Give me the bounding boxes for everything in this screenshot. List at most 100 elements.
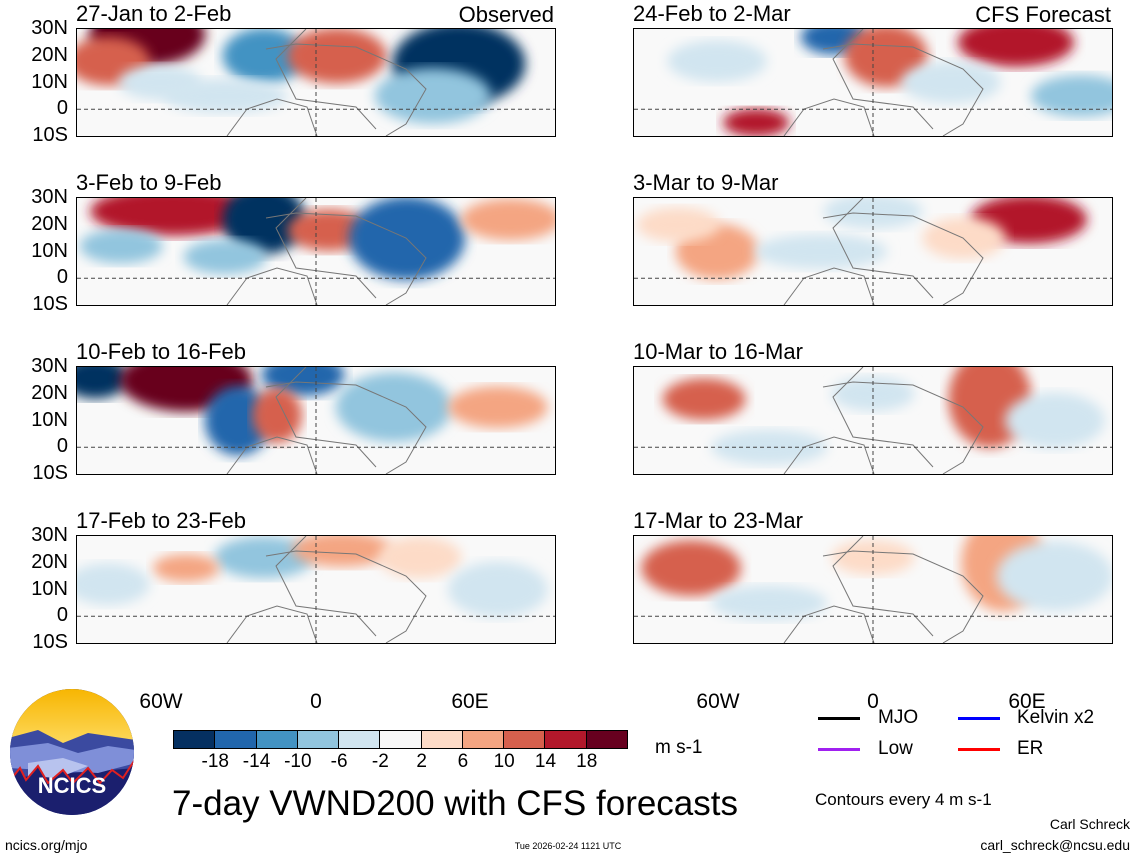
observed-label: Observed bbox=[458, 2, 554, 27]
legend-line-er bbox=[958, 748, 1000, 751]
wind-anomaly-region bbox=[90, 198, 257, 236]
panel-date-label: 24-Feb to 2-Mar bbox=[633, 1, 791, 26]
lat-tick-label: 30N bbox=[31, 524, 68, 546]
colorbar-tick-label: -18 bbox=[201, 751, 229, 772]
wind-anomaly-region bbox=[79, 228, 163, 264]
panel-date-label: 10-Feb to 16-Feb bbox=[76, 339, 246, 364]
coastline bbox=[265, 550, 427, 643]
wind-anomaly-region bbox=[754, 234, 888, 269]
wind-anomaly-region bbox=[831, 376, 915, 412]
map-panel-observed-3 bbox=[76, 366, 556, 475]
panel-date-label: 17-Feb to 23-Feb bbox=[76, 508, 246, 533]
lat-tick-label: 10N bbox=[31, 70, 68, 93]
map-panel-forecast-1 bbox=[633, 28, 1113, 137]
coastline bbox=[783, 436, 875, 474]
wind-anomaly-region bbox=[77, 563, 150, 606]
wind-anomaly-region bbox=[222, 29, 306, 84]
coastline bbox=[822, 381, 984, 474]
coastline bbox=[226, 267, 318, 305]
lon-tick-label: 0 bbox=[867, 690, 879, 713]
map-panel-forecast-3 bbox=[633, 366, 1113, 475]
wind-anomaly-region bbox=[222, 198, 306, 255]
lon-tick-label: 60W bbox=[696, 690, 740, 713]
coastline bbox=[275, 367, 377, 468]
coastline bbox=[783, 605, 875, 643]
colorbar-tick-label: 10 bbox=[493, 751, 515, 772]
legend-label-er: ER bbox=[1017, 738, 1044, 759]
email-link[interactable]: carl_schreck@ncsu.edu bbox=[980, 837, 1130, 853]
lon-tick-label: 0 bbox=[310, 690, 322, 713]
lat-tick-label: 30N bbox=[31, 355, 68, 377]
logo-text: NCICS bbox=[38, 773, 106, 798]
legend-label-mjo: MJO bbox=[878, 707, 919, 728]
colorbar-tick-label: -14 bbox=[242, 751, 271, 772]
colorbar-swatch bbox=[462, 731, 505, 748]
colorbar-swatch bbox=[380, 731, 422, 748]
colorbar-swatch bbox=[586, 731, 628, 748]
coastline bbox=[822, 212, 984, 305]
coastline bbox=[822, 43, 984, 136]
lon-tick-label: 60E bbox=[1008, 690, 1046, 713]
colorbar: -18 -14 -10 -6 -2 2 6 10 14 18 bbox=[173, 730, 628, 772]
lat-tick-label: 10N bbox=[31, 239, 68, 262]
lon-tick-label: 60E bbox=[451, 690, 489, 713]
timestamp: Tue 2026-02-24 1121 UTC bbox=[514, 841, 622, 851]
wind-anomaly-region bbox=[335, 372, 453, 442]
wind-anomaly-region bbox=[844, 29, 928, 88]
coastline bbox=[832, 367, 934, 468]
wind-anomaly-region bbox=[922, 217, 1006, 259]
coastline bbox=[265, 212, 427, 305]
lat-tick-label: 10S bbox=[32, 293, 68, 315]
lat-tick-label: 30N bbox=[31, 17, 68, 39]
colorbar-swatch bbox=[256, 731, 298, 748]
map-panel-observed-1 bbox=[76, 28, 556, 137]
author: Carl Schreck bbox=[1049, 816, 1130, 832]
coastline bbox=[275, 536, 377, 637]
wind-anomaly-region bbox=[118, 65, 202, 100]
lon-tick-label: 60W bbox=[139, 690, 183, 713]
url-link[interactable]: ncics.org/mjo bbox=[5, 837, 88, 853]
lat-tick-label: 30N bbox=[31, 186, 68, 208]
lat-tick-label: 20N bbox=[31, 43, 68, 66]
lat-tick-label: 0 bbox=[56, 266, 68, 289]
panel-date-label: 27-Jan to 2-Feb bbox=[76, 1, 232, 26]
colorbar-swatch bbox=[174, 731, 216, 748]
ncics-logo: NCICS bbox=[10, 689, 134, 815]
wind-anomaly-region bbox=[722, 108, 790, 136]
coastline bbox=[275, 198, 377, 299]
colorbar-tick-label: 6 bbox=[457, 751, 469, 772]
wind-anomaly-region bbox=[710, 585, 828, 621]
wind-anomaly-region bbox=[378, 536, 462, 579]
colorbar-swatch bbox=[297, 731, 340, 748]
lat-tick-label: 20N bbox=[31, 381, 68, 404]
coastline bbox=[226, 605, 318, 643]
coastline bbox=[275, 29, 377, 130]
wind-anomaly-region bbox=[636, 207, 720, 243]
coastline bbox=[822, 550, 984, 643]
wind-anomaly-region bbox=[374, 68, 492, 124]
wind-anomaly-region bbox=[286, 29, 387, 84]
lat-tick-label: 10N bbox=[31, 577, 68, 600]
wind-anomaly-region bbox=[447, 386, 548, 428]
panel-date-label: 3-Mar to 9-Mar bbox=[633, 170, 779, 195]
lat-tick-label: 0 bbox=[56, 435, 68, 458]
lat-tick-label: 20N bbox=[31, 212, 68, 235]
colorbar-swatch bbox=[215, 731, 257, 748]
wind-anomaly-region bbox=[957, 29, 1075, 67]
map-panel-forecast-2 bbox=[633, 197, 1113, 306]
wind-anomaly-region bbox=[667, 40, 768, 82]
legend-line-low bbox=[818, 748, 860, 751]
lat-tick-label: 10S bbox=[32, 462, 68, 484]
colorbar-tick-label: -10 bbox=[284, 751, 312, 772]
colorbar-tick-label: 2 bbox=[416, 751, 427, 772]
map-panel-observed-2 bbox=[76, 197, 556, 306]
panel-date-label: 17-Mar to 23-Mar bbox=[633, 508, 803, 533]
colorbar-swatch bbox=[504, 731, 546, 748]
wind-anomaly-region bbox=[252, 387, 302, 443]
lat-tick-label: 0 bbox=[56, 97, 68, 120]
lat-tick-label: 20N bbox=[31, 550, 68, 573]
wind-anomaly-region bbox=[662, 378, 746, 420]
wind-anomaly-region bbox=[77, 367, 129, 399]
wind-anomaly-region bbox=[996, 541, 1112, 611]
